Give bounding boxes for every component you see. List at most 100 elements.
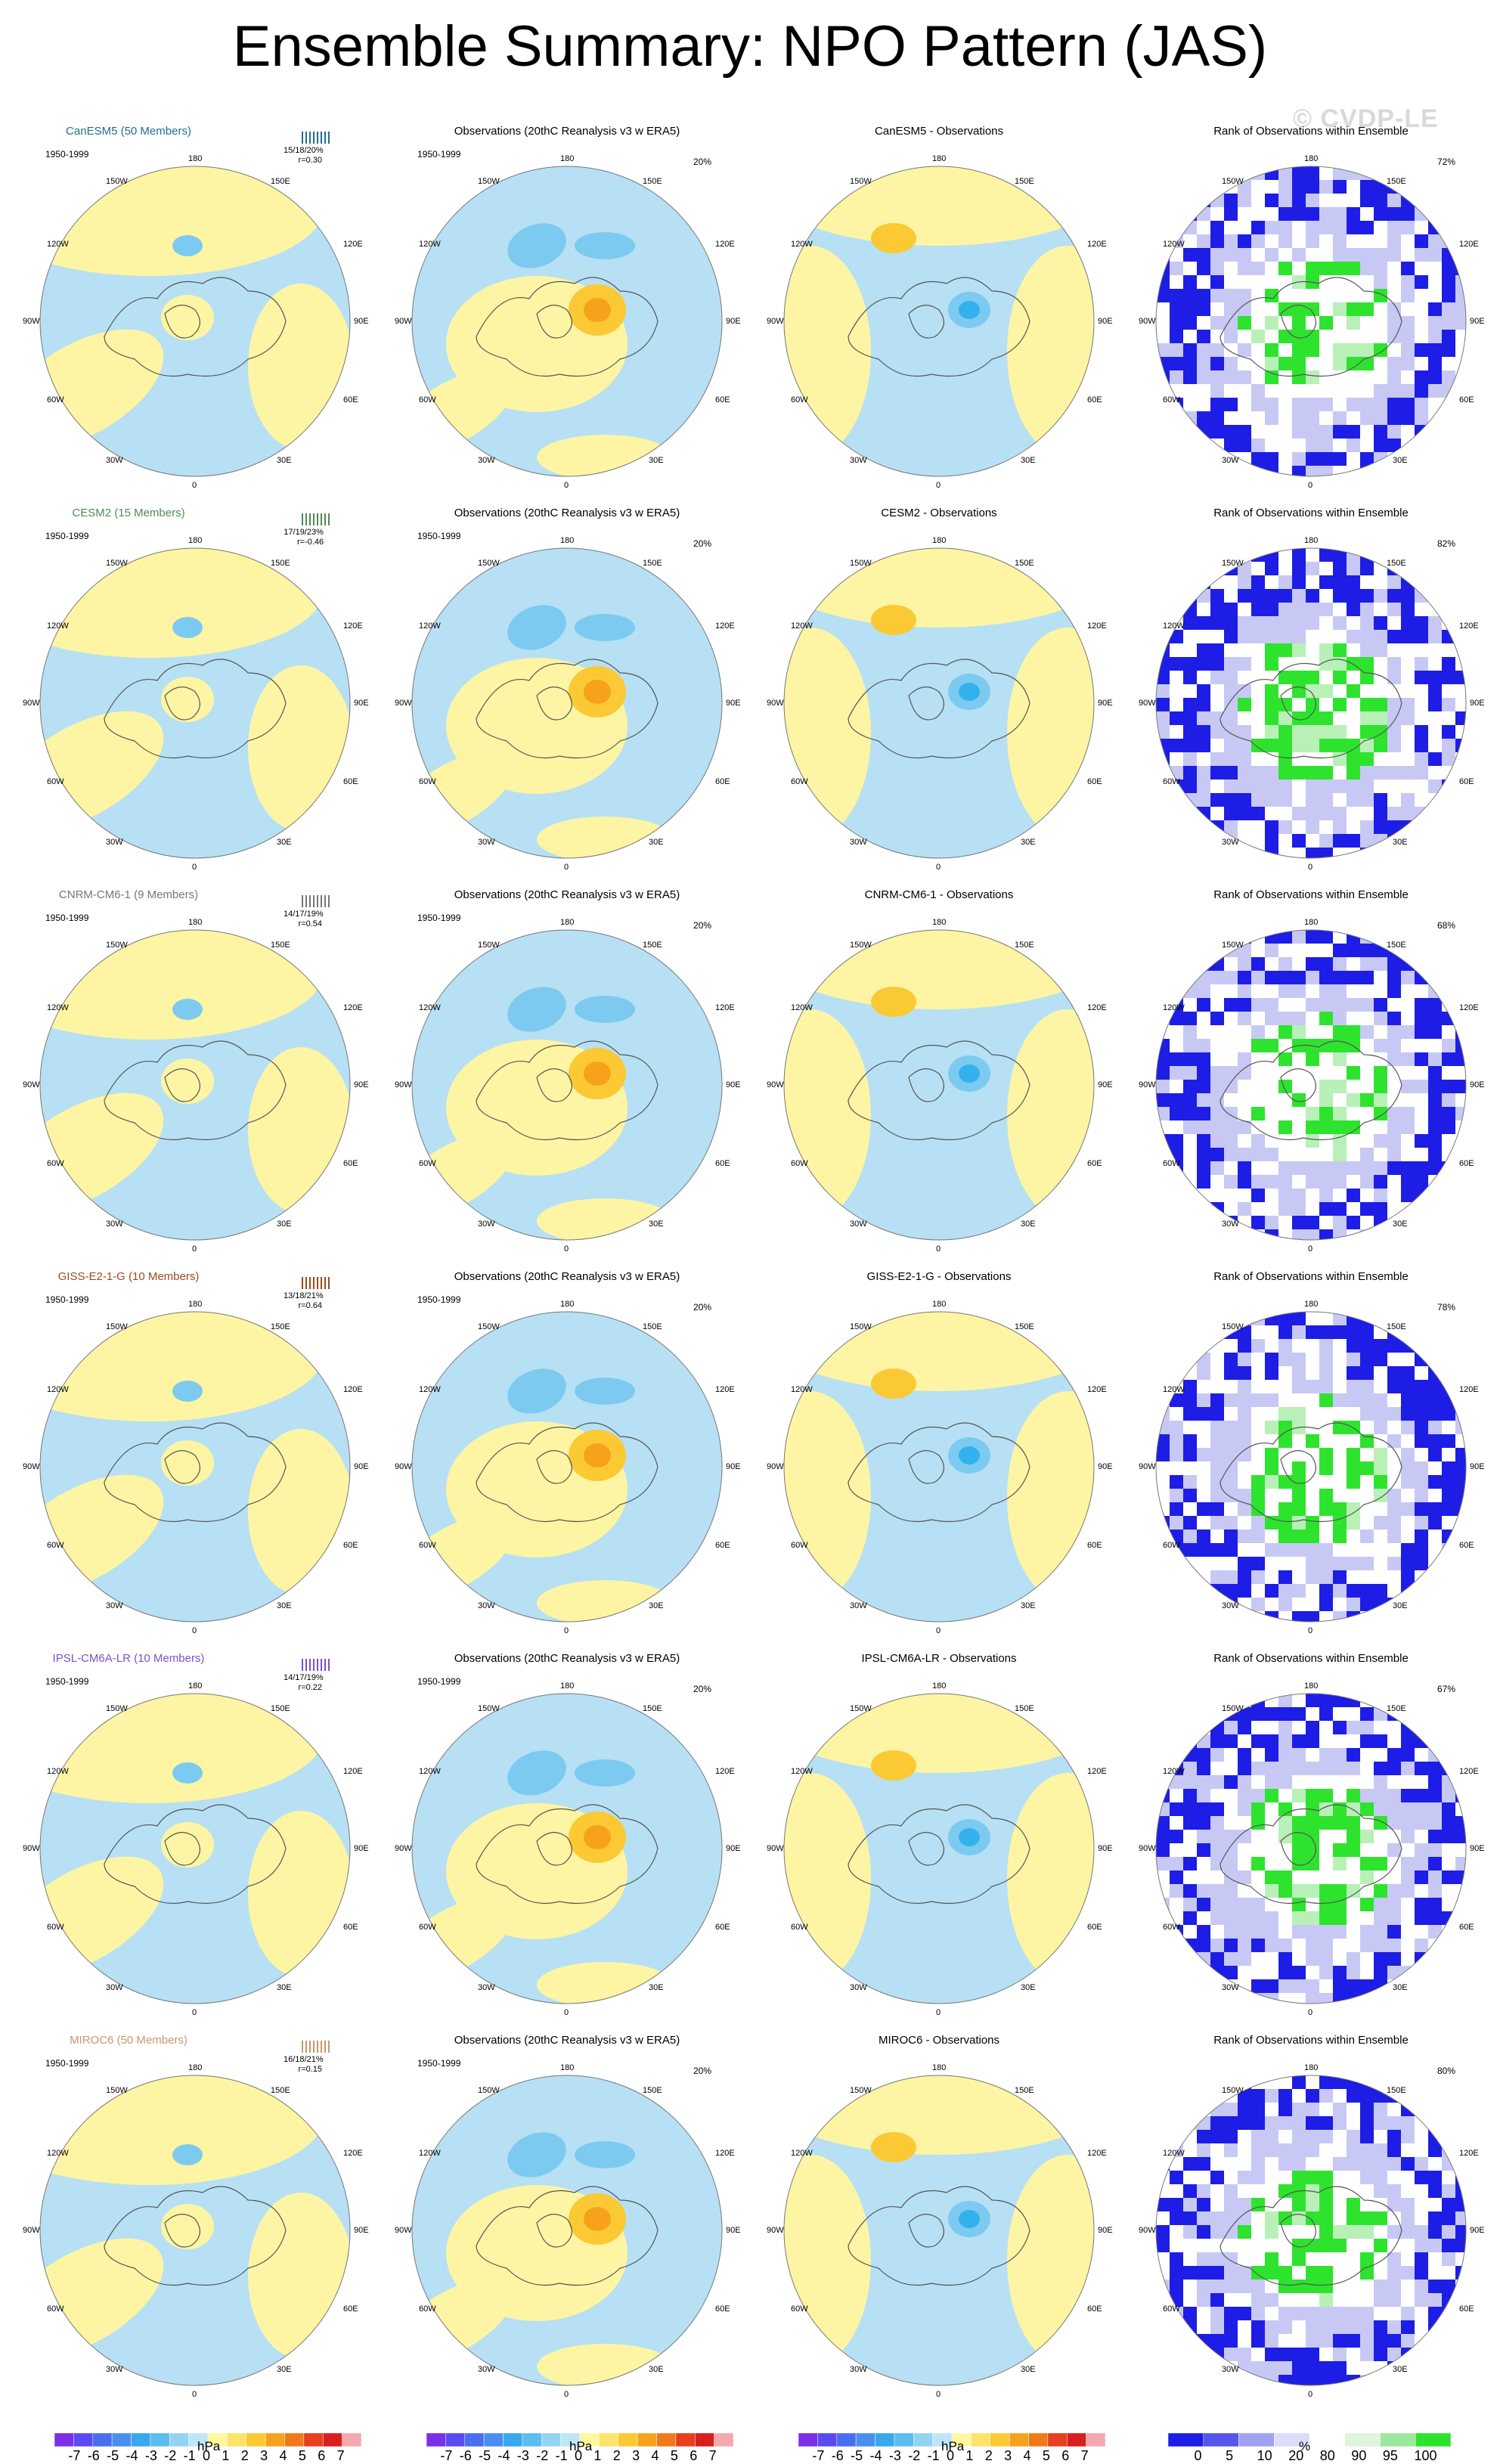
coord-label-lr1: 30E xyxy=(1021,1220,1036,1229)
coord-label-l: 90W xyxy=(767,1462,784,1471)
rank-cell xyxy=(1319,1366,1333,1380)
rank-cell xyxy=(1360,1857,1374,1870)
rank-cell xyxy=(1319,711,1333,725)
coord-label-bottom: 0 xyxy=(192,1626,197,1635)
rank-cell xyxy=(1415,425,1428,439)
coord-label-ul2: 120W xyxy=(419,240,441,249)
rank-cell xyxy=(1278,1353,1292,1366)
rank-cell xyxy=(1156,2239,1170,2252)
rank-cell xyxy=(1333,1721,1347,1734)
rank-cell xyxy=(1197,180,1210,194)
rank-cell xyxy=(1156,1584,1170,1598)
rank-cell xyxy=(1306,1570,1319,1584)
rank-cell xyxy=(1224,848,1238,858)
rank-cell xyxy=(1306,452,1319,466)
coord-label-ll2: 60W xyxy=(791,1541,808,1550)
rank-cell xyxy=(1319,834,1333,848)
rank-cell xyxy=(1183,275,1197,289)
rank-cell xyxy=(1319,180,1333,194)
rank-cell xyxy=(1251,793,1265,807)
coord-label-top: 180 xyxy=(560,1681,575,1691)
rank-cell xyxy=(1442,562,1455,575)
rank-cell xyxy=(1183,1748,1197,1762)
rank-cell xyxy=(1415,343,1428,357)
polar-map xyxy=(411,1311,723,1623)
rank-cell xyxy=(1442,1475,1455,1489)
rank-cell xyxy=(1442,1734,1455,1748)
rank-cell xyxy=(1455,289,1466,302)
coastline xyxy=(1220,1422,1402,1523)
rank-cell xyxy=(1401,1461,1415,1475)
rank-cell xyxy=(1428,1584,1442,1598)
panel-rank-row2: Rank of Observations within Ensemble 82% 1… xyxy=(1123,484,1498,872)
rank-cell xyxy=(1415,1393,1428,1407)
rank-cell xyxy=(1347,1952,1360,1966)
rank-cell xyxy=(1238,1161,1251,1175)
positive-anomaly xyxy=(161,677,214,722)
rank-cell xyxy=(1251,2130,1265,2143)
rank-cell xyxy=(1278,2375,1292,2385)
coord-label-lr2: 60E xyxy=(343,1923,358,1932)
rank-cell xyxy=(1183,221,1197,234)
rank-cell xyxy=(1428,1353,1442,1366)
rank-cell xyxy=(1224,1734,1238,1748)
rank-cell xyxy=(1265,2130,1278,2143)
coord-label-l: 90W xyxy=(767,317,784,326)
rank-cell xyxy=(1156,957,1170,971)
ensemble-stats: 16/18/21% r=0.15 xyxy=(284,2055,324,2075)
rank-cell xyxy=(1455,166,1466,180)
rank-cell xyxy=(1333,1748,1347,1762)
rank-cell xyxy=(1455,1448,1466,1461)
positive-anomaly xyxy=(161,1440,214,1486)
ensemble-stats: 13/18/21% r=0.64 xyxy=(284,1291,324,1311)
rank-cell xyxy=(1197,930,1210,944)
coord-label-lr2: 60E xyxy=(1459,2304,1474,2314)
rank-cell xyxy=(1455,1611,1466,1622)
rank-cell xyxy=(1170,944,1183,957)
coord-label-lr2: 60E xyxy=(1087,777,1102,786)
rank-cell xyxy=(1374,848,1387,858)
rank-cell xyxy=(1183,2266,1197,2280)
rank-cell xyxy=(1251,971,1265,984)
rank-cell xyxy=(1156,684,1170,698)
rank-cell xyxy=(1238,316,1251,330)
panel-title: MIROC6 - Observations xyxy=(878,2034,1000,2047)
rank-cell xyxy=(1292,1325,1306,1339)
rank-cell xyxy=(1265,2252,1278,2266)
rank-cell xyxy=(1333,302,1347,316)
rank-cell xyxy=(1170,1093,1183,1107)
negative-anomaly xyxy=(575,614,635,641)
panel-title: IPSL-CM6A-LR - Observations xyxy=(861,1652,1017,1665)
rank-cell xyxy=(1415,752,1428,766)
rank-cell xyxy=(1251,2375,1265,2385)
explained-variance: 20% xyxy=(693,2066,712,2076)
rank-cell xyxy=(1183,1816,1197,1830)
rank-cell xyxy=(1401,2225,1415,2239)
rank-cell xyxy=(1374,725,1387,739)
positive-anomaly xyxy=(784,628,871,839)
coord-label-r: 90E xyxy=(354,1462,369,1471)
member-spread-icon xyxy=(302,1659,330,1671)
explained-variance: 20% xyxy=(693,920,712,931)
coord-label-r: 90E xyxy=(726,699,741,708)
rank-cell xyxy=(1292,2361,1306,2375)
coord-label-r: 90E xyxy=(1470,1462,1485,1471)
rank-cell xyxy=(1183,1775,1197,1789)
rank-cell xyxy=(1251,452,1265,466)
rank-cell xyxy=(1292,2116,1306,2130)
coord-label-ul1: 150W xyxy=(850,1322,872,1331)
polar-map xyxy=(1155,166,1467,477)
rank-cell xyxy=(1401,207,1415,221)
rank-cell xyxy=(1170,1884,1183,1898)
rank-cell xyxy=(1251,1789,1265,1802)
colorbar-tick-label: -4 xyxy=(869,2448,882,2463)
rank-cell xyxy=(1401,1502,1415,1516)
colorbar-swatch xyxy=(714,2433,733,2447)
coord-label-ll2: 60W xyxy=(419,1541,436,1550)
colorbar-swatch xyxy=(265,2433,285,2447)
coord-label-bottom: 0 xyxy=(1308,1244,1313,1254)
rank-cell xyxy=(1428,1843,1442,1857)
rank-cell xyxy=(1265,2266,1278,2280)
rank-cell xyxy=(1428,1134,1442,1148)
rank-cell xyxy=(1183,711,1197,725)
